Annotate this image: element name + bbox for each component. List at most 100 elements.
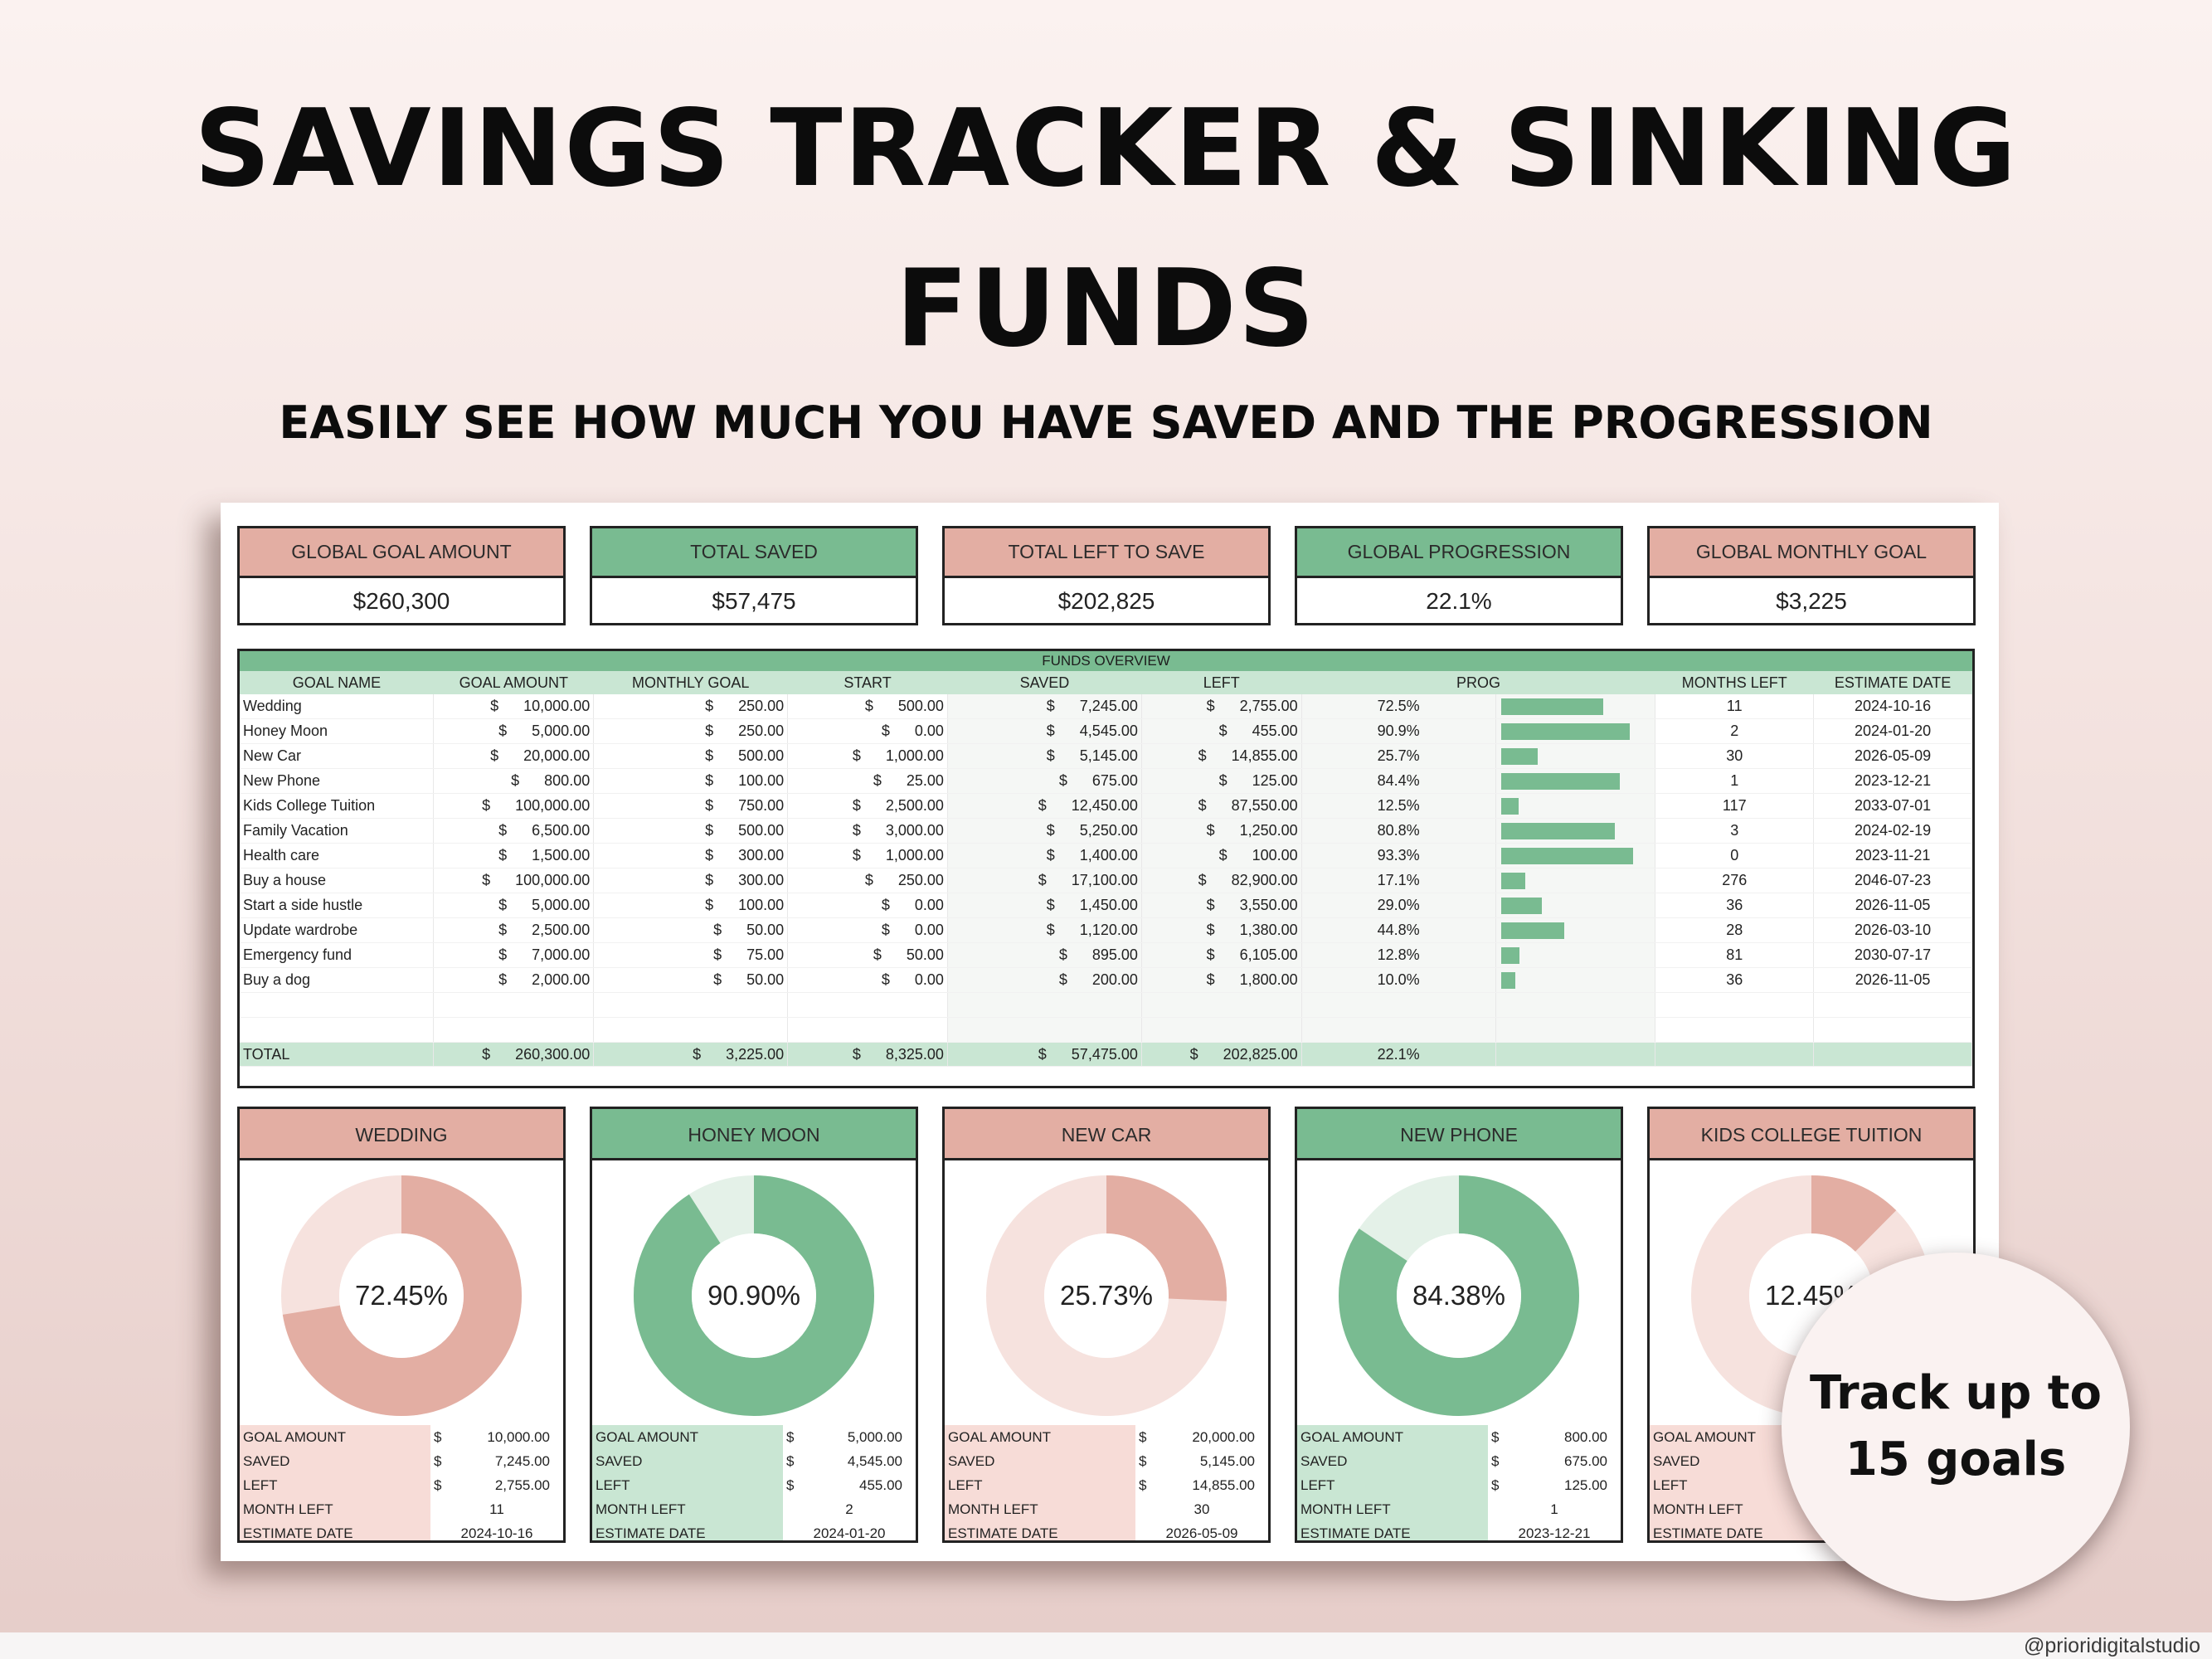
money-cell[interactable]: $7,245.00 xyxy=(947,694,1142,719)
money-cell[interactable]: $100,000.00 xyxy=(433,868,595,893)
money-cell[interactable]: $50.00 xyxy=(593,917,789,943)
empty-cell[interactable] xyxy=(1655,1017,1815,1043)
card-stat-row[interactable]: ESTIMATE DATE 2026-05-09 xyxy=(945,1521,1268,1540)
header-months-left[interactable]: MONTHS LEFT xyxy=(1655,671,1814,694)
table-row[interactable]: New Car $20,000.00 $500.00 $1,000.00 $5,145.… xyxy=(240,743,1972,769)
money-cell[interactable]: $6,500.00 xyxy=(433,818,595,844)
goal-name-cell[interactable]: Honey Moon xyxy=(240,718,435,744)
card-stat-row[interactable]: SAVED $5,145.00 xyxy=(945,1449,1268,1473)
money-cell[interactable]: $20,000.00 xyxy=(433,743,595,769)
empty-cell[interactable] xyxy=(1141,1017,1302,1043)
prog-cell[interactable]: 12.5% xyxy=(1301,793,1496,819)
months-left-cell[interactable]: 0 xyxy=(1655,843,1815,868)
money-cell[interactable]: $5,000.00 xyxy=(433,718,595,744)
prog-cell[interactable]: 72.5% xyxy=(1301,694,1496,719)
card-stat-row[interactable]: LEFT $14,855.00 xyxy=(945,1473,1268,1497)
card-stat-row[interactable]: LEFT $455.00 xyxy=(592,1473,916,1497)
money-cell[interactable]: $0.00 xyxy=(787,967,948,993)
money-cell[interactable]: $100.00 xyxy=(593,893,789,918)
months-left-cell[interactable]: 30 xyxy=(1655,743,1815,769)
goal-name-cell[interactable]: Emergency fund xyxy=(240,942,435,968)
table-row[interactable]: Buy a house $100,000.00 $300.00 $250.00 $17,… xyxy=(240,868,1972,893)
money-cell[interactable]: $1,500.00 xyxy=(433,843,595,868)
table-row[interactable]: Honey Moon $5,000.00 $250.00 $0.00 $4,545.00… xyxy=(240,718,1972,744)
card-stat-row[interactable]: ESTIMATE DATE 2024-10-16 xyxy=(240,1521,563,1540)
estimate-date-cell[interactable]: 2024-10-16 xyxy=(1813,694,1972,719)
estimate-date-cell[interactable]: 2024-02-19 xyxy=(1813,818,1972,844)
card-stat-row[interactable]: SAVED $7,245.00 xyxy=(240,1449,563,1473)
money-cell[interactable]: $1,000.00 xyxy=(787,743,948,769)
money-cell[interactable]: $7,000.00 xyxy=(433,942,595,968)
money-cell[interactable]: $675.00 xyxy=(947,768,1142,794)
empty-cell[interactable] xyxy=(1301,992,1496,1018)
empty-cell[interactable] xyxy=(1813,992,1972,1018)
goal-name-cell[interactable]: Wedding xyxy=(240,694,435,719)
money-cell[interactable]: $1,250.00 xyxy=(1141,818,1302,844)
card-stat-row[interactable]: GOAL AMOUNT $20,000.00 xyxy=(945,1425,1268,1449)
money-cell[interactable]: $1,450.00 xyxy=(947,893,1142,918)
money-cell[interactable]: $50.00 xyxy=(593,967,789,993)
empty-cell[interactable] xyxy=(433,1017,595,1043)
money-cell[interactable]: $500.00 xyxy=(593,818,789,844)
money-cell[interactable]: $750.00 xyxy=(593,793,789,819)
empty-cell[interactable] xyxy=(593,992,789,1018)
kpi-global-monthly-goal[interactable]: GLOBAL MONTHLY GOAL $3,225 xyxy=(1647,526,1976,625)
goal-name-cell[interactable]: New Phone xyxy=(240,768,435,794)
money-cell[interactable]: $17,100.00 xyxy=(947,868,1142,893)
money-cell[interactable]: $250.00 xyxy=(787,868,948,893)
header-left[interactable]: LEFT xyxy=(1141,671,1302,694)
card-stat-row[interactable]: GOAL AMOUNT $10,000.00 xyxy=(240,1425,563,1449)
empty-cell[interactable] xyxy=(947,992,1142,1018)
kpi-total-left[interactable]: TOTAL LEFT TO SAVE $202,825 xyxy=(942,526,1271,625)
money-cell[interactable]: $82,900.00 xyxy=(1141,868,1302,893)
empty-cell[interactable] xyxy=(1141,992,1302,1018)
months-left-cell[interactable]: 81 xyxy=(1655,942,1815,968)
goal-card[interactable]: HONEY MOON 90.90% GOAL AMOUNT $5,000.00 SAVE… xyxy=(590,1107,918,1543)
kpi-global-goal[interactable]: GLOBAL GOAL AMOUNT $260,300 xyxy=(237,526,566,625)
money-cell[interactable]: $57,475.00 xyxy=(947,1042,1142,1067)
months-left-cell[interactable]: 11 xyxy=(1655,694,1815,719)
prog-cell[interactable]: 44.8% xyxy=(1301,917,1496,943)
money-cell[interactable]: $5,250.00 xyxy=(947,818,1142,844)
estimate-date-cell[interactable]: 2030-07-17 xyxy=(1813,942,1972,968)
table-row[interactable]: Buy a dog $2,000.00 $50.00 $0.00 $200.00 $1,8… xyxy=(240,967,1972,993)
table-row[interactable]: Emergency fund $7,000.00 $75.00 $50.00 $895.… xyxy=(240,942,1972,968)
months-left-cell[interactable]: 36 xyxy=(1655,893,1815,918)
goal-name-cell[interactable]: Buy a dog xyxy=(240,967,435,993)
empty-cell[interactable] xyxy=(240,992,435,1018)
estimate-date-cell[interactable]: 2023-12-21 xyxy=(1813,768,1972,794)
empty-cell[interactable] xyxy=(1813,1017,1972,1043)
money-cell[interactable]: $2,755.00 xyxy=(1141,694,1302,719)
table-row[interactable]: Health care $1,500.00 $300.00 $1,000.00 $1,4… xyxy=(240,843,1972,868)
money-cell[interactable]: $100.00 xyxy=(1141,843,1302,868)
money-cell[interactable]: $14,855.00 xyxy=(1141,743,1302,769)
money-cell[interactable]: $12,450.00 xyxy=(947,793,1142,819)
empty-cell[interactable] xyxy=(787,992,948,1018)
header-goal-name[interactable]: GOAL NAME xyxy=(240,671,434,694)
table-row[interactable]: Start a side hustle $5,000.00 $100.00 $0.00… xyxy=(240,893,1972,918)
goal-name-cell[interactable]: Start a side hustle xyxy=(240,893,435,918)
months-left-cell[interactable]: 36 xyxy=(1655,967,1815,993)
goal-name-cell[interactable]: Kids College Tuition xyxy=(240,793,435,819)
months-left-cell[interactable]: 1 xyxy=(1655,768,1815,794)
money-cell[interactable]: $125.00 xyxy=(1141,768,1302,794)
goal-name-cell[interactable]: Health care xyxy=(240,843,435,868)
money-cell[interactable]: $260,300.00 xyxy=(433,1042,595,1067)
money-cell[interactable]: $300.00 xyxy=(593,868,789,893)
kpi-total-saved[interactable]: TOTAL SAVED $57,475 xyxy=(590,526,918,625)
card-stat-row[interactable]: MONTH LEFT 11 xyxy=(240,1497,563,1521)
months-left-cell[interactable]: 28 xyxy=(1655,917,1815,943)
money-cell[interactable]: $8,325.00 xyxy=(787,1042,948,1067)
card-stat-row[interactable]: ESTIMATE DATE xyxy=(1650,1521,1973,1540)
estimate-date-cell[interactable]: 2046-07-23 xyxy=(1813,868,1972,893)
empty-cell[interactable] xyxy=(787,1017,948,1043)
card-stat-row[interactable]: SAVED $4,545.00 xyxy=(592,1449,916,1473)
money-cell[interactable]: $2,000.00 xyxy=(433,967,595,993)
prog-cell[interactable]: 10.0% xyxy=(1301,967,1496,993)
estimate-date-cell[interactable]: 2024-01-20 xyxy=(1813,718,1972,744)
money-cell[interactable]: $1,000.00 xyxy=(787,843,948,868)
table-row[interactable]: Wedding $10,000.00 $250.00 $500.00 $7,245.00… xyxy=(240,694,1972,719)
money-cell[interactable]: $455.00 xyxy=(1141,718,1302,744)
prog-cell[interactable]: 25.7% xyxy=(1301,743,1496,769)
card-stat-row[interactable]: MONTH LEFT 2 xyxy=(592,1497,916,1521)
